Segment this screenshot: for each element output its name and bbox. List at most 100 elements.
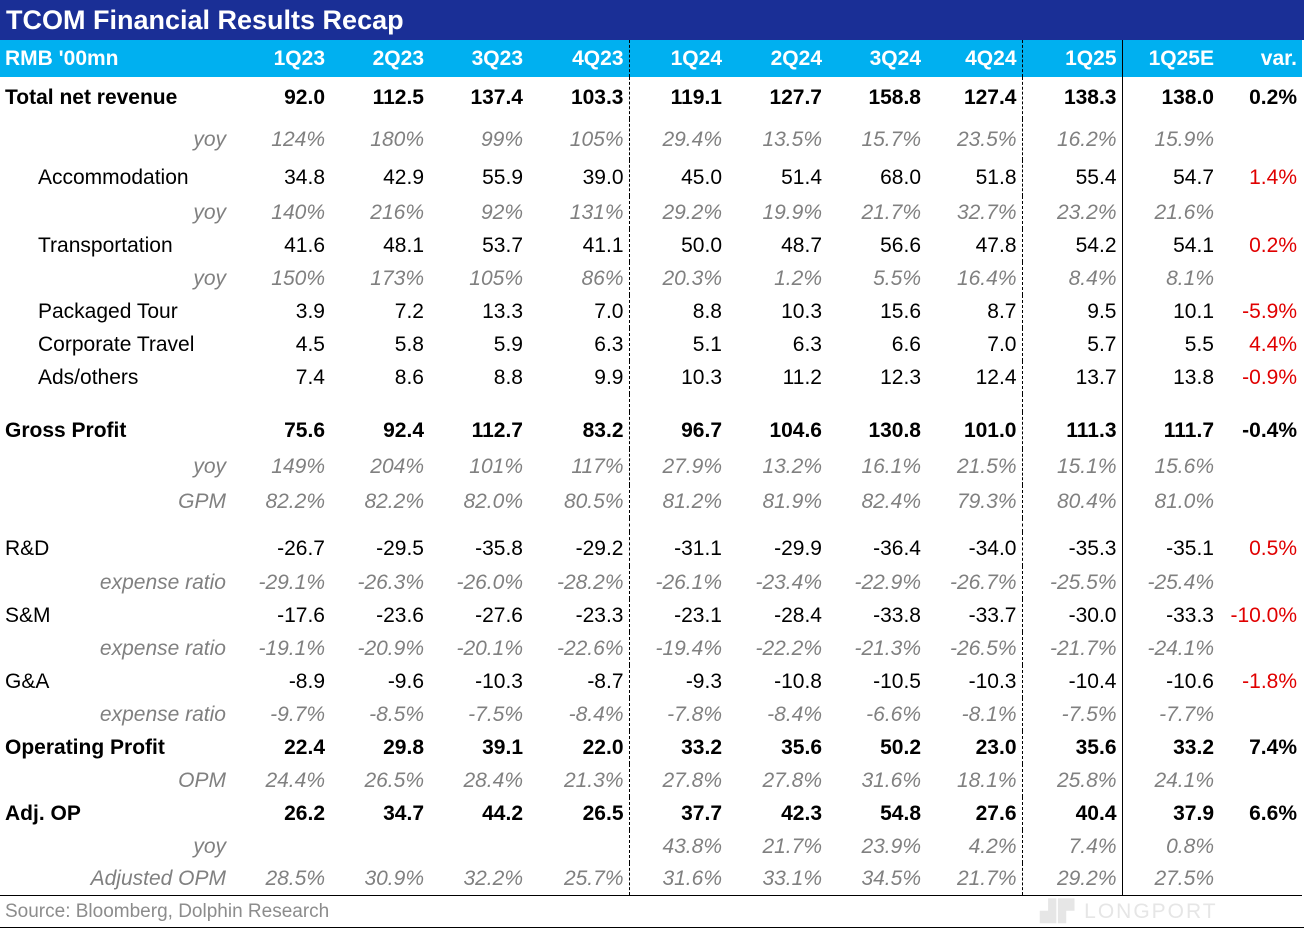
value-cell: 111.3 — [1022, 412, 1123, 449]
variance-cell: -5.9% — [1242, 299, 1297, 323]
value-cell: 12.4 — [926, 361, 1023, 394]
value-cell — [230, 830, 330, 863]
value-cell: 4.5 — [295, 332, 325, 356]
table-row: GPM 82.2% 82.2% 82.0% 80.5% 81.2% 81.9% 82.4% 79… — [0, 485, 1302, 518]
value-cell: -36.4 — [873, 537, 921, 560]
value-cell: 8.6 — [394, 365, 424, 389]
value-cell: -10.3 — [475, 669, 523, 693]
value-cell: -29.1% — [258, 570, 325, 594]
variance-cell — [1219, 830, 1302, 863]
table-row: Ads/others 7.4 8.6 8.8 9.9 10.3 11.2 12.3 12.4 13… — [0, 361, 1302, 394]
value-cell: 48.1 — [383, 233, 424, 257]
value-cell: 124% — [271, 127, 325, 151]
value-cell: -8.9 — [288, 669, 325, 693]
value-cell: 13.7 — [1022, 361, 1123, 394]
value-cell: 140% — [271, 200, 325, 224]
row-label: Gross Profit — [5, 418, 127, 442]
value-cell: 7.4 — [295, 365, 325, 389]
value-cell: 80.4% — [1022, 485, 1123, 518]
variance-cell: 0.2% — [1249, 86, 1297, 109]
value-cell: 13.8 — [1173, 365, 1214, 389]
value-cell: 15.7% — [861, 127, 921, 151]
value-cell: 34.7 — [383, 801, 424, 825]
value-cell: -8.1% — [926, 698, 1023, 731]
value-cell — [230, 518, 330, 532]
value-cell: -7.7% — [1159, 702, 1214, 726]
value-cell: 13.2% — [762, 455, 822, 478]
value-cell: -28.4 — [774, 603, 822, 627]
value-cell: 150% — [271, 266, 325, 290]
value-cell: -8.4% — [767, 702, 822, 726]
watermark-mark-icon: ▟▛ — [1040, 900, 1085, 923]
variance-cell — [1219, 449, 1302, 485]
variance-cell: 1.4% — [1249, 166, 1297, 189]
value-cell: 37.9 — [1173, 801, 1214, 825]
row-label: Corporate Travel — [38, 332, 195, 356]
value-cell: 27.6 — [926, 797, 1023, 830]
financial-results-table: RMB '00mn 1Q23 2Q23 3Q23 4Q23 1Q24 2Q24 3Q24 4Q2… — [0, 40, 1302, 896]
value-cell — [926, 518, 1023, 532]
value-cell: 105% — [469, 266, 523, 290]
value-cell — [429, 394, 528, 412]
value-cell: 112.5 — [372, 86, 424, 109]
value-cell — [429, 518, 528, 532]
row-label: Total net revenue — [5, 86, 178, 109]
value-cell: 81.2% — [662, 489, 722, 513]
value-cell: 24.1% — [1154, 768, 1214, 792]
value-cell: 56.6 — [880, 233, 921, 257]
value-cell: 50.2 — [880, 735, 921, 759]
row-label: expense ratio — [99, 636, 226, 660]
value-cell: 92.4 — [383, 418, 424, 442]
value-cell: -29.9 — [774, 537, 822, 560]
value-cell: 8.4% — [1022, 262, 1123, 295]
value-cell: 55.4 — [1022, 160, 1123, 196]
value-cell: 82.2% — [265, 489, 325, 513]
table-row: Total net revenue 92.0 112.5 137.4 103.3 119.… — [0, 77, 1302, 119]
table-row: Operating Profit 22.4 29.8 39.1 22.0 33.2 35.6… — [0, 731, 1302, 764]
value-cell: 15.6% — [1154, 455, 1214, 478]
column-header: 1Q24 — [629, 40, 727, 77]
value-cell: 82.0% — [463, 489, 523, 513]
value-cell: -26.0% — [456, 570, 523, 594]
column-header: 3Q23 — [429, 40, 528, 77]
value-cell: 138.3 — [1022, 77, 1123, 119]
variance-cell — [1219, 518, 1302, 532]
variance-cell — [1219, 764, 1302, 797]
row-label: Transportation — [38, 233, 173, 257]
column-header: 4Q24 — [926, 40, 1023, 77]
value-cell — [1022, 394, 1123, 412]
column-header: 1Q23 — [230, 40, 330, 77]
page-title: TCOM Financial Results Recap — [0, 0, 1304, 40]
value-cell: 5.9 — [493, 332, 523, 356]
value-cell: 10.1 — [1173, 299, 1214, 323]
column-header: 3Q24 — [827, 40, 926, 77]
value-cell: 33.2 — [1173, 735, 1214, 759]
value-cell: 7.0 — [528, 295, 630, 328]
value-cell: 21.5% — [926, 449, 1023, 485]
value-cell: 158.8 — [868, 86, 921, 109]
value-cell: 16.1% — [861, 455, 921, 478]
value-cell: 53.7 — [482, 233, 523, 257]
value-cell: 5.5 — [1184, 332, 1214, 356]
table-row: yoy 124% 180% 99% 105% 29.4% 13.5% 15.7% 23.5% 16… — [0, 119, 1302, 160]
value-cell: -22.6% — [528, 632, 630, 665]
value-cell: 40.4 — [1022, 797, 1123, 830]
column-header: 1Q25 — [1022, 40, 1123, 77]
table-row: expense ratio -29.1% -26.3% -26.0% -28.2% -26… — [0, 566, 1302, 599]
value-cell: 45.0 — [681, 166, 722, 189]
value-cell: 24.4% — [265, 768, 325, 792]
value-cell: 82.2% — [364, 489, 424, 513]
value-cell: 44.2 — [482, 801, 523, 825]
value-cell: -19.1% — [258, 636, 325, 660]
variance-cell: 4.4% — [1249, 332, 1297, 356]
value-cell: 7.4% — [1022, 830, 1123, 863]
value-cell — [827, 518, 926, 532]
value-cell: 0.8% — [1166, 834, 1214, 858]
value-cell: -26.1% — [655, 570, 722, 594]
row-label: S&M — [5, 603, 51, 627]
value-cell: -30.0 — [1022, 599, 1123, 632]
value-cell — [1022, 518, 1123, 532]
variance-cell — [1219, 485, 1302, 518]
source-note: Source: Bloomberg, Dolphin Research — [5, 901, 330, 922]
watermark-logo: ▟▛ LONGPORT — [1040, 900, 1218, 924]
